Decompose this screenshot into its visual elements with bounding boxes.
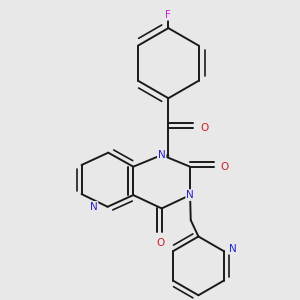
- Text: O: O: [156, 238, 164, 248]
- Text: N: N: [90, 202, 98, 212]
- Text: N: N: [186, 190, 194, 200]
- Text: N: N: [158, 150, 166, 160]
- Text: N: N: [230, 244, 237, 254]
- Text: O: O: [220, 162, 228, 172]
- Text: F: F: [165, 10, 171, 20]
- Text: O: O: [200, 123, 208, 133]
